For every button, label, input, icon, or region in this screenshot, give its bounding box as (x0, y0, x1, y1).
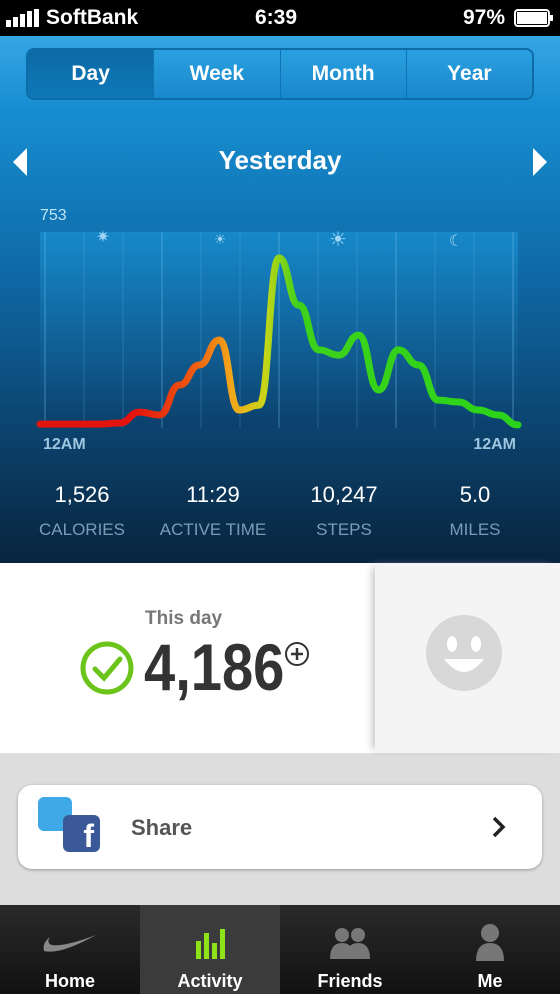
header: Day Week Month Year (0, 36, 560, 112)
share-label: Share (131, 815, 193, 840)
sunrise-icon: ✷ (96, 229, 109, 246)
stat-value: 5.0 (459, 482, 491, 507)
nav-icon (476, 924, 504, 961)
stat-value: 10,247 (310, 482, 378, 507)
activity-line (36, 254, 522, 429)
battery-icon (514, 9, 553, 27)
tab-bar: Home Activity Friends Me (0, 905, 560, 994)
share-button[interactable]: f Share (18, 785, 542, 869)
y-tick-label: 753 (40, 207, 67, 224)
stat-value: 1,526 (54, 482, 110, 507)
goal-check (80, 641, 134, 695)
summary-panel: This day 4,186 (0, 563, 560, 753)
signal-icon (6, 9, 39, 27)
morning-icon: ☀ (214, 231, 227, 247)
carrier: SoftBank (46, 6, 139, 29)
clock: 6:39 (255, 6, 298, 29)
status-bar: SoftBank 6:39 97% (0, 0, 560, 36)
smiley[interactable] (424, 613, 504, 693)
nav-label: Home (44, 971, 95, 991)
x-label: 12AM (473, 436, 516, 453)
nav-tab[interactable]: Activity (140, 905, 280, 994)
night-icon: ☾ (449, 233, 463, 250)
chart-title: Yesterday (219, 145, 342, 175)
nav-tab[interactable]: Me (420, 905, 560, 994)
stat: 11:29 ACTIVE TIME (143, 482, 283, 540)
activity-chart: Yesterday ✷ ☀ ☀ ☾ 753 12AM 12AM (13, 145, 547, 453)
period-tab[interactable]: Day (28, 50, 154, 98)
nav-tab[interactable]: Friends (280, 905, 420, 994)
stat-label: CALORIES (39, 520, 125, 539)
period-tabs: Day Week Month Year (26, 48, 534, 100)
stat-label: STEPS (316, 520, 372, 539)
fuel-value: 4,186 (144, 630, 285, 704)
x-label: 12AM (43, 436, 86, 453)
stat: 1,526 CALORIES (12, 482, 152, 540)
nav-icon (330, 928, 370, 959)
chevron (492, 816, 506, 838)
nav-icon (43, 935, 96, 952)
stat-value: 11:29 (186, 482, 240, 507)
chart-section: Yesterday ✷ ☀ ☀ ☾ 753 12AM 12AM 1,526 CALOR… (0, 112, 560, 563)
next-arrow[interactable] (533, 148, 547, 176)
nav-icon (196, 929, 225, 959)
stat-label: MILES (449, 520, 501, 539)
period-tab[interactable]: Week (153, 50, 280, 98)
fuel-plus (285, 642, 309, 666)
nav-label: Friends (317, 971, 383, 991)
summary-caption: This day (145, 608, 223, 629)
facebook-icon: f (63, 815, 100, 854)
nav-label: Activity (177, 971, 243, 991)
nav-label: Me (477, 971, 503, 991)
stat: 5.0 MILES (405, 482, 545, 540)
nav-tab[interactable]: Home (0, 905, 140, 994)
stat-label: ACTIVE TIME (159, 520, 267, 539)
noon-icon: ☀ (329, 229, 347, 251)
period-tab[interactable]: Year (405, 50, 532, 98)
period-tab[interactable]: Month (279, 50, 406, 98)
battery-text: 97% (463, 6, 506, 29)
stat: 10,247 STEPS (274, 482, 414, 540)
prev-arrow[interactable] (13, 148, 27, 176)
